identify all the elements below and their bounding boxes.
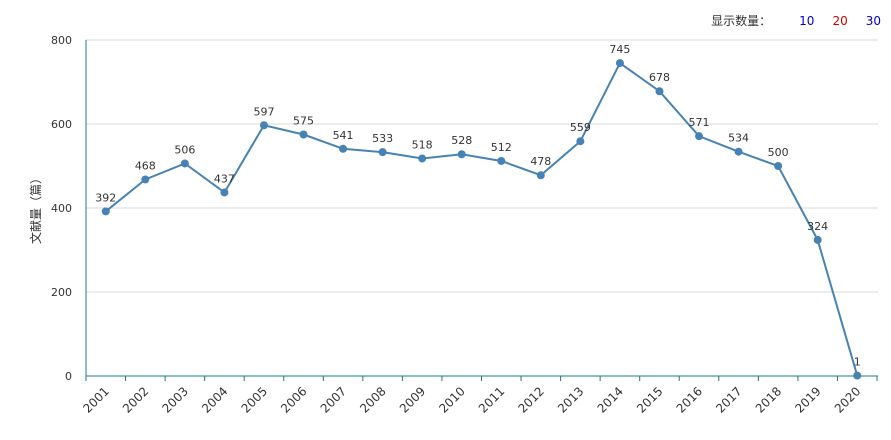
x-tick-label-2011: 2011 (476, 384, 507, 415)
x-tick-label-2019: 2019 (792, 384, 823, 415)
data-label-2008: 533 (372, 132, 393, 145)
y-tick-label-800: 800 (51, 34, 72, 47)
data-label-2016: 571 (689, 116, 710, 129)
y-tick-label-600: 600 (51, 118, 72, 131)
x-tick-label-2013: 2013 (555, 384, 586, 415)
data-point-2011 (497, 156, 506, 165)
data-label-2003: 506 (174, 143, 195, 156)
series-line (105, 61, 859, 376)
x-tick-label-2015: 2015 (634, 384, 665, 415)
data-label-layer: 392 468 506 437 597 575 541 533 518 528 512 478 559 7… (95, 43, 860, 368)
x-tick-label-2017: 2017 (713, 384, 744, 415)
display-count-label: 显示数量： (711, 14, 772, 28)
x-tick-label-2007: 2007 (318, 384, 349, 415)
data-label-2002: 468 (135, 159, 156, 172)
data-point-2019 (813, 235, 822, 244)
x-tick-label-2018: 2018 (753, 384, 784, 415)
axes: 0 200 400 600 800 2001 2002 2003 2004 2005 2006 200… (28, 34, 878, 416)
data-point-2016 (695, 132, 704, 141)
data-point-2020 (853, 371, 862, 380)
data-point-2003 (180, 159, 189, 168)
data-label-2013: 559 (570, 121, 591, 134)
data-point-2005 (259, 121, 268, 130)
data-label-2004: 437 (214, 172, 235, 185)
data-point-2014 (615, 59, 624, 68)
x-tick-label-2001: 2001 (80, 384, 111, 415)
display-count-selector: 显示数量： 10 20 30 (711, 12, 881, 29)
x-tick-label-2006: 2006 (278, 384, 309, 415)
data-point-2012 (536, 171, 545, 180)
x-tick-label-2014: 2014 (595, 384, 626, 415)
data-point-2008 (378, 148, 387, 157)
data-point-2018 (774, 162, 783, 170)
x-tick-label-2009: 2009 (397, 384, 428, 415)
data-point-2007 (339, 144, 348, 153)
data-label-2014: 745 (609, 43, 630, 56)
data-label-2020: 1 (854, 356, 861, 369)
data-point-2015 (655, 87, 664, 96)
y-tick-label-0: 0 (65, 370, 72, 383)
data-label-2011: 512 (491, 141, 512, 154)
data-label-2015: 678 (649, 71, 670, 84)
data-label-2010: 528 (451, 134, 472, 147)
data-label-2001: 392 (95, 191, 116, 204)
data-label-2006: 575 (293, 115, 314, 128)
data-label-2007: 541 (333, 129, 354, 142)
data-point-2010 (457, 150, 466, 159)
display-count-option-10[interactable]: 10 (799, 13, 815, 28)
data-point-2002 (141, 175, 150, 184)
x-tick-label-2005: 2005 (239, 384, 270, 415)
data-label-2018: 500 (768, 146, 789, 159)
x-tick-label-2008: 2008 (357, 384, 388, 415)
data-label-2012: 478 (530, 155, 551, 168)
data-point-2006 (299, 130, 308, 139)
data-point-2009 (418, 154, 427, 163)
data-point-2013 (576, 137, 585, 146)
x-tick-label-2002: 2002 (120, 384, 151, 415)
x-tick-label-2012: 2012 (515, 384, 546, 415)
data-label-2009: 518 (412, 138, 433, 151)
data-label-2019: 324 (807, 220, 828, 233)
x-tick-label-2010: 2010 (436, 384, 467, 415)
x-tick-label-2004: 2004 (199, 384, 230, 415)
grid-lines (86, 39, 878, 293)
y-tick-label-200: 200 (51, 286, 72, 299)
y-axis-title: 文献量（篇） (28, 172, 43, 244)
x-tick-label-2016: 2016 (674, 384, 705, 415)
data-label-2017: 534 (728, 132, 749, 145)
data-point-2001 (101, 207, 110, 216)
data-point-2017 (734, 147, 743, 156)
x-tick-label-2020: 2020 (832, 384, 863, 415)
data-label-2005: 597 (253, 105, 274, 118)
series-line-layer (101, 59, 862, 380)
data-point-2004 (220, 188, 229, 197)
y-tick-label-400: 400 (51, 202, 72, 215)
x-tick-label-2003: 2003 (159, 384, 190, 415)
display-count-option-30[interactable]: 30 (865, 13, 881, 28)
display-count-option-20[interactable]: 20 (832, 13, 848, 28)
